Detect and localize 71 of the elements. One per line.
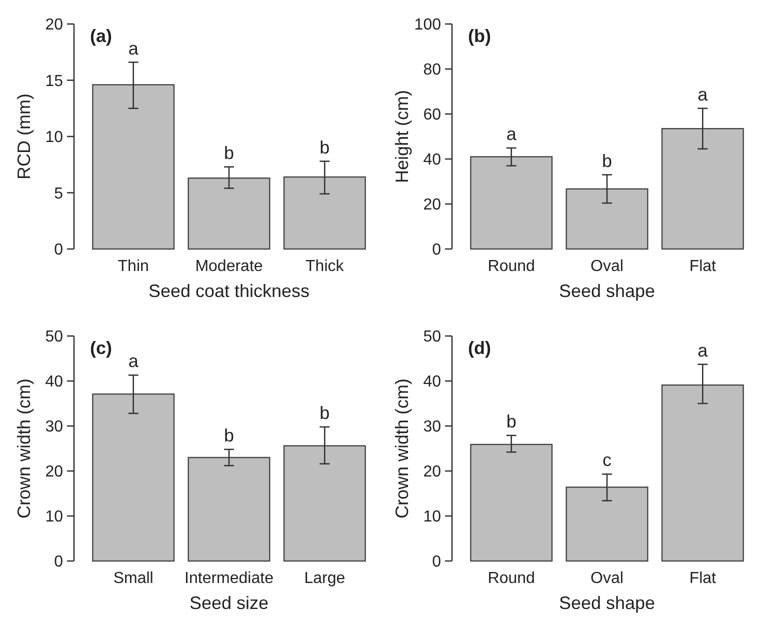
y-tick-label: 60 <box>423 106 442 124</box>
y-tick-label: 30 <box>423 418 442 436</box>
x-tick-label: Flat <box>689 570 717 587</box>
y-tick-label: 20 <box>45 464 64 481</box>
bar <box>470 156 553 250</box>
y-axis-title: Height (cm) <box>392 90 412 184</box>
y-tick-label: 20 <box>45 16 64 34</box>
y-tick-label: 20 <box>423 196 442 214</box>
x-tick-label: Round <box>488 258 535 275</box>
annotation: a <box>128 351 140 372</box>
y-axis-title: Crown width (cm) <box>392 378 412 519</box>
y-axis-title: Crown width (cm) <box>14 378 34 519</box>
x-tick-label: Oval <box>590 258 624 275</box>
chart-title: (a) <box>90 26 112 46</box>
annotation: b <box>224 425 234 446</box>
y-tick-label: 40 <box>45 374 64 391</box>
bar <box>661 128 744 250</box>
y-tick-label: 30 <box>45 418 64 436</box>
bar <box>92 393 175 562</box>
y-tick-label: 100 <box>414 16 442 34</box>
chart-title: (c) <box>90 338 112 358</box>
x-axis-title: Seed coat thickness <box>148 281 310 301</box>
bar <box>283 445 366 562</box>
y-tick-label: 0 <box>54 242 64 259</box>
x-tick-label: Thick <box>306 258 345 275</box>
chart-title: (d) <box>468 338 491 358</box>
y-tick-label: 15 <box>45 72 64 90</box>
x-tick-label: Oval <box>590 570 624 587</box>
bar <box>566 188 648 250</box>
x-axis-title: Seed shape <box>558 281 656 301</box>
annotation: b <box>224 142 234 163</box>
annotation: b <box>320 137 330 158</box>
bar <box>283 176 366 250</box>
y-tick-label: 0 <box>54 554 64 571</box>
annotation: b <box>320 402 330 423</box>
y-tick-label: 10 <box>423 508 442 526</box>
annotation: a <box>128 38 140 58</box>
annotation: c <box>602 450 612 470</box>
y-tick-label: 10 <box>45 129 64 146</box>
y-tick-label: 80 <box>423 62 442 79</box>
y-tick-label: 0 <box>432 554 442 571</box>
y-tick-label: 0 <box>432 242 442 259</box>
bar <box>188 456 270 562</box>
annotation: b <box>506 411 516 432</box>
x-tick-label: Intermediate <box>184 570 274 587</box>
x-tick-label: Thin <box>118 258 149 275</box>
y-tick-label: 40 <box>423 152 442 169</box>
x-tick-label: Moderate <box>195 258 263 275</box>
x-tick-label: Flat <box>689 258 717 275</box>
bar <box>661 384 744 562</box>
y-tick-label: 5 <box>54 185 64 202</box>
annotation: a <box>506 124 518 144</box>
y-tick-label: 10 <box>45 508 64 526</box>
y-tick-label: 40 <box>423 374 442 391</box>
annotation: b <box>602 150 612 171</box>
y-axis-title: RCD (mm) <box>14 94 34 180</box>
x-axis-title: Seed size <box>189 593 269 613</box>
y-tick-label: 50 <box>423 328 442 346</box>
annotation: a <box>698 84 709 104</box>
bar <box>92 84 175 250</box>
y-tick-label: 50 <box>45 328 64 346</box>
bar <box>188 178 270 250</box>
bar <box>470 444 553 562</box>
x-tick-label: Round <box>488 570 535 587</box>
x-tick-label: Small <box>113 570 154 587</box>
x-axis-title: Seed shape <box>558 593 656 613</box>
x-tick-label: Large <box>304 570 346 587</box>
bar <box>566 486 648 562</box>
annotation: a <box>698 340 709 360</box>
chart-title: (b) <box>468 26 491 46</box>
y-tick-label: 20 <box>423 464 442 481</box>
